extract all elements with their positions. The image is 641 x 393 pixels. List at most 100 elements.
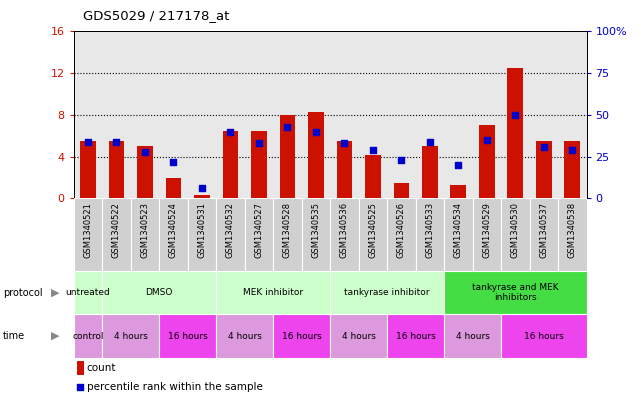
Text: GSM1340523: GSM1340523: [140, 202, 149, 258]
Bar: [131, 31, 159, 198]
Bar: [415, 31, 444, 198]
Bar: [387, 198, 415, 271]
Bar: [536, 141, 552, 198]
Bar: [137, 146, 153, 198]
Bar: [76, 361, 84, 375]
Bar: [444, 198, 472, 271]
Bar: [558, 31, 587, 198]
Bar: [102, 271, 216, 314]
Text: GSM1340527: GSM1340527: [254, 202, 263, 258]
Point: [311, 129, 321, 135]
Text: GSM1340537: GSM1340537: [539, 202, 548, 258]
Bar: [358, 198, 387, 271]
Point: [538, 143, 549, 150]
Bar: [365, 154, 381, 198]
Text: GSM1340530: GSM1340530: [511, 202, 520, 258]
Point: [140, 149, 150, 155]
Point: [368, 147, 378, 153]
Point: [510, 112, 520, 118]
Text: 16 hours: 16 hours: [168, 332, 208, 340]
Point: [339, 140, 349, 147]
Point: [254, 140, 264, 147]
Text: GSM1340538: GSM1340538: [568, 202, 577, 258]
Text: 4 hours: 4 hours: [113, 332, 147, 340]
Point: [225, 129, 235, 135]
Text: percentile rank within the sample: percentile rank within the sample: [87, 382, 262, 392]
Bar: [273, 31, 302, 198]
Text: GSM1340531: GSM1340531: [197, 202, 206, 258]
Bar: [222, 130, 238, 198]
Text: ▶: ▶: [51, 288, 59, 298]
Point: [83, 138, 93, 145]
Point: [197, 185, 207, 191]
Text: GSM1340532: GSM1340532: [226, 202, 235, 258]
Point: [396, 157, 406, 163]
Bar: [159, 198, 188, 271]
Bar: [337, 141, 352, 198]
Bar: [216, 271, 330, 314]
Bar: [74, 314, 102, 358]
Bar: [501, 31, 529, 198]
Bar: [302, 198, 330, 271]
Point: [112, 138, 122, 145]
Bar: [330, 271, 444, 314]
Text: untreated: untreated: [65, 288, 110, 297]
Text: GSM1340535: GSM1340535: [312, 202, 320, 258]
Bar: [422, 146, 438, 198]
Bar: [188, 198, 216, 271]
Bar: [558, 198, 587, 271]
Text: GSM1340534: GSM1340534: [454, 202, 463, 258]
Point: [453, 162, 463, 168]
Text: GSM1340522: GSM1340522: [112, 202, 121, 258]
Point: [75, 384, 85, 390]
Bar: [131, 198, 159, 271]
Text: GSM1340524: GSM1340524: [169, 202, 178, 258]
Bar: [451, 185, 466, 198]
Bar: [245, 198, 273, 271]
Bar: [279, 115, 296, 198]
Bar: [102, 198, 131, 271]
Bar: [108, 141, 124, 198]
Bar: [302, 31, 330, 198]
Point: [282, 123, 292, 130]
Bar: [216, 31, 245, 198]
Bar: [387, 314, 444, 358]
Bar: [444, 31, 472, 198]
Text: GSM1340536: GSM1340536: [340, 202, 349, 258]
Bar: [444, 314, 501, 358]
Text: 16 hours: 16 hours: [395, 332, 435, 340]
Text: DMSO: DMSO: [146, 288, 173, 297]
Text: GSM1340529: GSM1340529: [482, 202, 491, 258]
Bar: [251, 130, 267, 198]
Bar: [394, 183, 409, 198]
Text: tankyrase and MEK
inhibitors: tankyrase and MEK inhibitors: [472, 283, 558, 303]
Text: GSM1340528: GSM1340528: [283, 202, 292, 258]
Bar: [245, 31, 273, 198]
Point: [169, 158, 179, 165]
Text: GSM1340521: GSM1340521: [83, 202, 92, 258]
Text: GSM1340525: GSM1340525: [369, 202, 378, 258]
Text: 4 hours: 4 hours: [456, 332, 490, 340]
Bar: [508, 68, 523, 198]
Bar: [80, 141, 96, 198]
Bar: [194, 195, 210, 198]
Bar: [358, 31, 387, 198]
Bar: [479, 125, 495, 198]
Bar: [159, 31, 188, 198]
Point: [425, 138, 435, 145]
Text: ▶: ▶: [51, 331, 59, 341]
Bar: [308, 112, 324, 198]
Bar: [165, 178, 181, 198]
Text: count: count: [87, 363, 116, 373]
Text: 4 hours: 4 hours: [228, 332, 262, 340]
Bar: [444, 271, 587, 314]
Point: [567, 147, 578, 153]
Bar: [216, 314, 273, 358]
Text: tankyrase inhibitor: tankyrase inhibitor: [344, 288, 430, 297]
Text: protocol: protocol: [3, 288, 43, 298]
Bar: [102, 314, 159, 358]
Text: GSM1340526: GSM1340526: [397, 202, 406, 258]
Text: time: time: [3, 331, 26, 341]
Bar: [330, 198, 358, 271]
Bar: [565, 141, 580, 198]
